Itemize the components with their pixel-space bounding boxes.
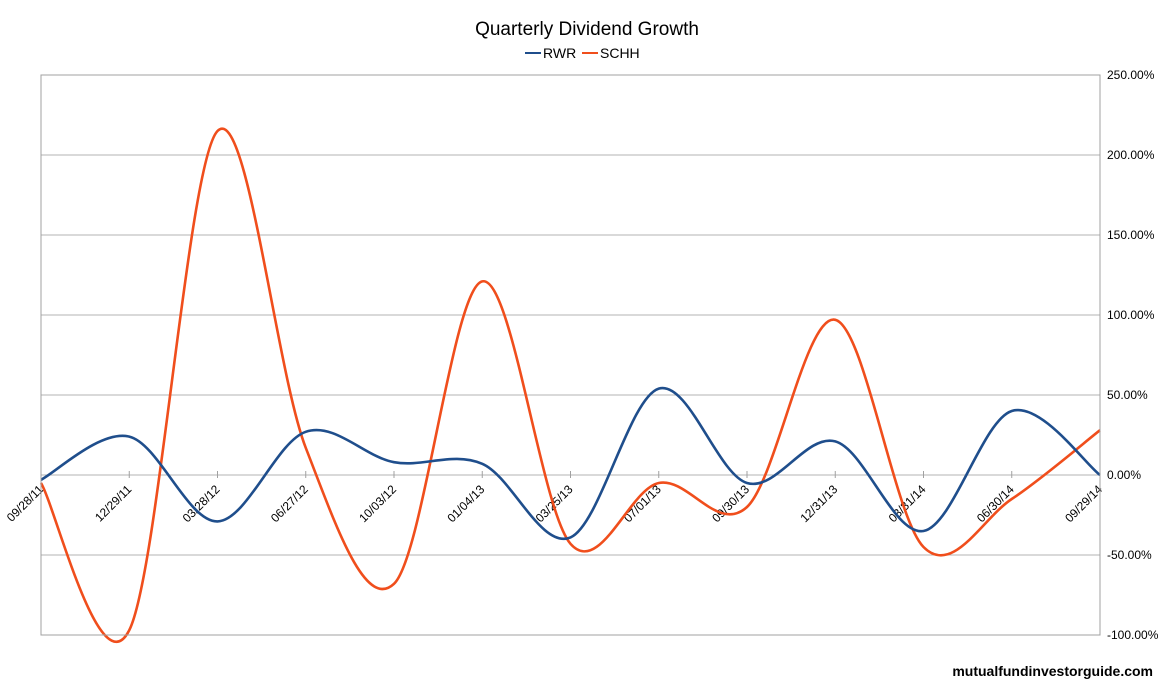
series-lines (39, 127, 1101, 643)
y-tick-label: 200.00% (1107, 148, 1155, 162)
y-tick-label: -100.00% (1107, 628, 1159, 642)
chart-title: Quarterly Dividend Growth (475, 19, 699, 40)
x-tick-label: 09/30/13 (709, 482, 752, 525)
x-tick-label: 06/30/14 (974, 482, 1017, 525)
y-axis-ticks: -100.00% -50.00% 0.00% 50.00% 100.00% 150.00%… (1107, 68, 1159, 642)
gridlines (41, 74, 1100, 636)
y-tick-label: 150.00% (1107, 228, 1155, 242)
y-tick-label: 250.00% (1107, 68, 1155, 82)
legend-label-schh: SCHH (600, 45, 640, 61)
x-tick-label: 12/29/11 (92, 482, 135, 525)
watermark: mutualfundinvestorguide.com (952, 663, 1153, 679)
plot-area-frame (40, 74, 1101, 636)
x-tick-label: 12/31/13 (797, 482, 840, 525)
x-tick-label: 09/28/11 (4, 482, 47, 525)
x-tick-label: 07/01/13 (621, 482, 664, 525)
y-tick-label: 0.00% (1107, 468, 1141, 482)
x-tick-label: 01/04/13 (444, 482, 487, 525)
series-line-rwr (40, 386, 1101, 541)
y-tick-label: 100.00% (1107, 308, 1155, 322)
legend-label-rwr: RWR (543, 45, 576, 61)
y-tick-label: 50.00% (1107, 388, 1148, 402)
x-tick-label: 10/03/12 (356, 482, 399, 525)
x-tick-label: 06/27/12 (268, 482, 311, 525)
x-tick-label: 03/28/12 (180, 482, 223, 525)
x-tick-label: 09/29/14 (1062, 482, 1105, 525)
series-line-schh (39, 127, 1101, 643)
legend: RWR SCHH (525, 45, 640, 61)
y-tick-label: -50.00% (1107, 548, 1152, 562)
